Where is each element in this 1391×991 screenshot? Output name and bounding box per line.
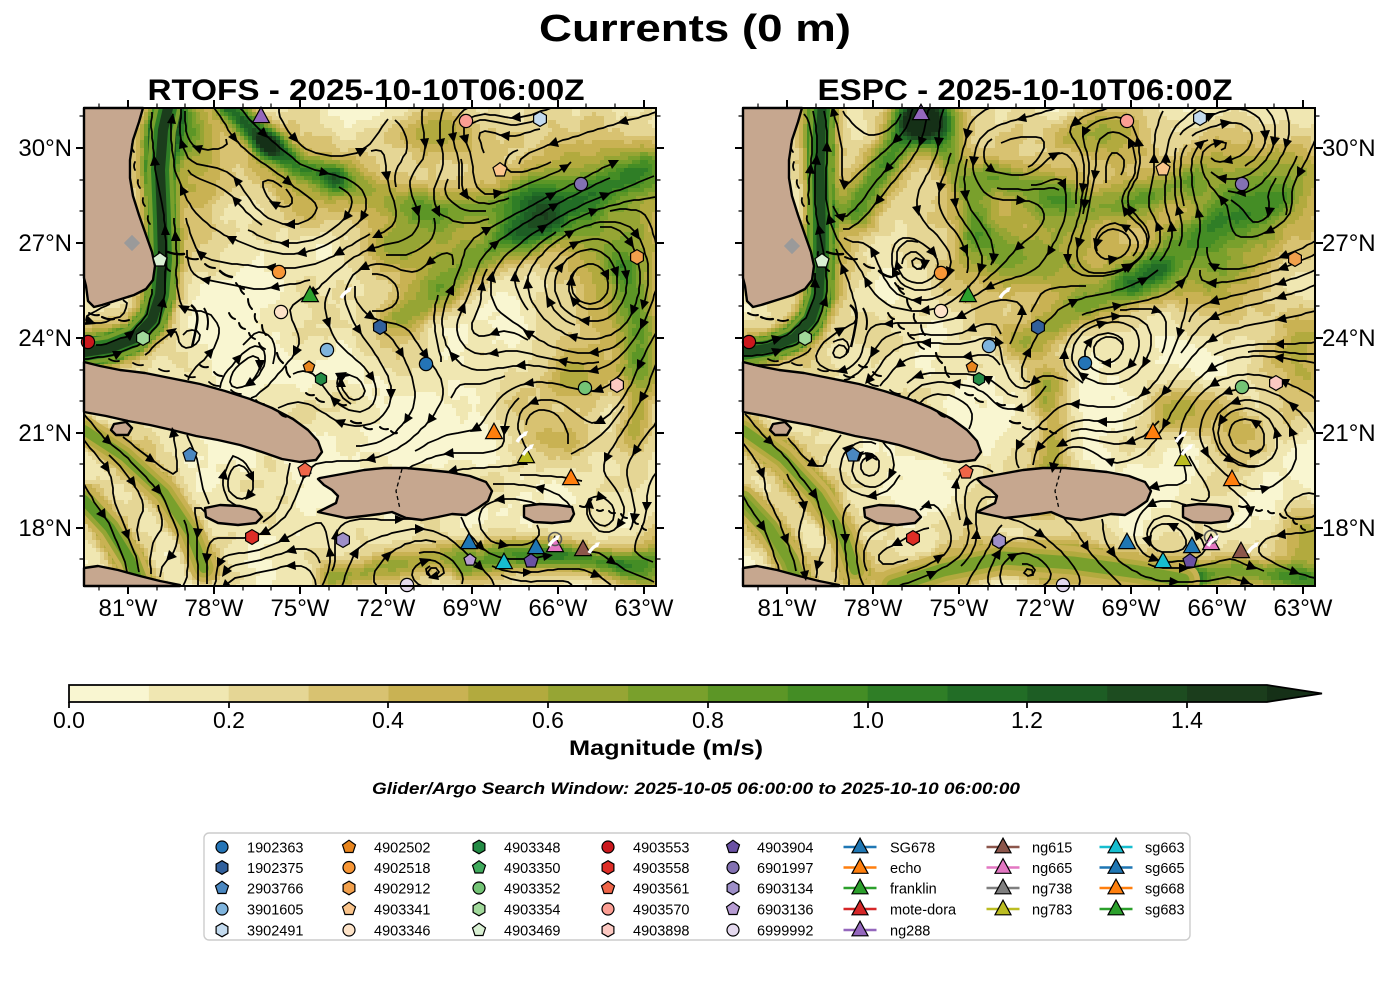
svg-text:75°W: 75°W — [930, 595, 989, 622]
svg-text:RTOFS - 2025-10-10T06:00Z: RTOFS - 2025-10-10T06:00Z — [148, 74, 585, 107]
svg-text:6901997: 6901997 — [757, 861, 813, 877]
svg-text:4903350: 4903350 — [504, 861, 560, 877]
svg-text:ng615: ng615 — [1032, 841, 1072, 857]
svg-text:24°N: 24°N — [1322, 325, 1376, 352]
svg-text:SG678: SG678 — [890, 841, 935, 857]
svg-text:Magnitude (m/s): Magnitude (m/s) — [569, 737, 763, 760]
svg-text:1902363: 1902363 — [247, 841, 303, 857]
svg-text:69°W: 69°W — [443, 595, 502, 622]
svg-text:Currents (0 m): Currents (0 m) — [539, 8, 851, 50]
svg-text:ng783: ng783 — [1032, 903, 1072, 919]
svg-text:1.2: 1.2 — [1011, 707, 1043, 733]
svg-text:78°W: 78°W — [185, 595, 244, 622]
svg-text:4902912: 4902912 — [374, 882, 430, 898]
svg-text:30°N: 30°N — [1322, 135, 1376, 162]
svg-text:4903553: 4903553 — [633, 841, 689, 857]
svg-text:72°W: 72°W — [357, 595, 416, 622]
svg-text:ESPC - 2025-10-10T06:00Z: ESPC - 2025-10-10T06:00Z — [818, 74, 1233, 107]
svg-text:Glider/Argo Search Window: 202: Glider/Argo Search Window: 2025-10-05 06… — [372, 779, 1021, 798]
svg-text:1902375: 1902375 — [247, 861, 303, 877]
svg-text:81°W: 81°W — [99, 595, 158, 622]
svg-text:ng738: ng738 — [1032, 882, 1072, 898]
svg-text:franklin: franklin — [890, 882, 937, 898]
svg-text:4902502: 4902502 — [374, 841, 430, 857]
svg-text:4903341: 4903341 — [374, 903, 430, 919]
svg-text:21°N: 21°N — [18, 420, 72, 447]
svg-text:24°N: 24°N — [18, 325, 72, 352]
svg-text:6999992: 6999992 — [757, 924, 813, 940]
svg-text:63°W: 63°W — [1274, 595, 1333, 622]
svg-text:4903348: 4903348 — [504, 841, 560, 857]
svg-text:66°W: 66°W — [529, 595, 588, 622]
svg-text:4903558: 4903558 — [633, 861, 689, 877]
svg-text:78°W: 78°W — [844, 595, 903, 622]
svg-text:0.0: 0.0 — [53, 707, 85, 733]
svg-text:ng288: ng288 — [890, 924, 930, 940]
svg-text:4903354: 4903354 — [504, 903, 560, 919]
svg-text:21°N: 21°N — [1322, 420, 1376, 447]
svg-text:27°N: 27°N — [18, 230, 72, 257]
svg-text:1.0: 1.0 — [852, 707, 884, 733]
svg-text:4903570: 4903570 — [633, 903, 689, 919]
svg-text:2903766: 2903766 — [247, 882, 303, 898]
svg-text:4902518: 4902518 — [374, 861, 430, 877]
svg-text:4903352: 4903352 — [504, 882, 560, 898]
svg-text:0.4: 0.4 — [372, 707, 404, 733]
svg-text:18°N: 18°N — [18, 515, 72, 542]
svg-text:6903134: 6903134 — [757, 882, 813, 898]
svg-text:30°N: 30°N — [18, 135, 72, 162]
svg-text:sg665: sg665 — [1145, 861, 1185, 877]
svg-text:0.6: 0.6 — [532, 707, 564, 733]
svg-text:27°N: 27°N — [1322, 230, 1376, 257]
svg-text:69°W: 69°W — [1102, 595, 1161, 622]
svg-text:75°W: 75°W — [271, 595, 330, 622]
svg-text:echo: echo — [890, 861, 921, 877]
svg-text:mote-dora: mote-dora — [890, 903, 957, 919]
svg-text:3901605: 3901605 — [247, 903, 303, 919]
svg-text:4903346: 4903346 — [374, 924, 430, 940]
svg-text:1.4: 1.4 — [1171, 707, 1203, 733]
svg-text:3902491: 3902491 — [247, 924, 303, 940]
svg-text:72°W: 72°W — [1016, 595, 1075, 622]
svg-text:66°W: 66°W — [1188, 595, 1247, 622]
svg-text:4903561: 4903561 — [633, 882, 689, 898]
svg-text:0.8: 0.8 — [692, 707, 724, 733]
svg-text:4903904: 4903904 — [757, 841, 813, 857]
svg-text:4903469: 4903469 — [504, 924, 560, 940]
svg-text:63°W: 63°W — [615, 595, 674, 622]
svg-text:ng665: ng665 — [1032, 861, 1072, 877]
svg-text:6903136: 6903136 — [757, 903, 813, 919]
svg-text:sg663: sg663 — [1145, 841, 1185, 857]
svg-text:0.2: 0.2 — [213, 707, 245, 733]
svg-text:sg668: sg668 — [1145, 882, 1185, 898]
svg-text:18°N: 18°N — [1322, 515, 1376, 542]
svg-text:sg683: sg683 — [1145, 903, 1185, 919]
svg-text:4903898: 4903898 — [633, 924, 689, 940]
svg-text:81°W: 81°W — [758, 595, 817, 622]
